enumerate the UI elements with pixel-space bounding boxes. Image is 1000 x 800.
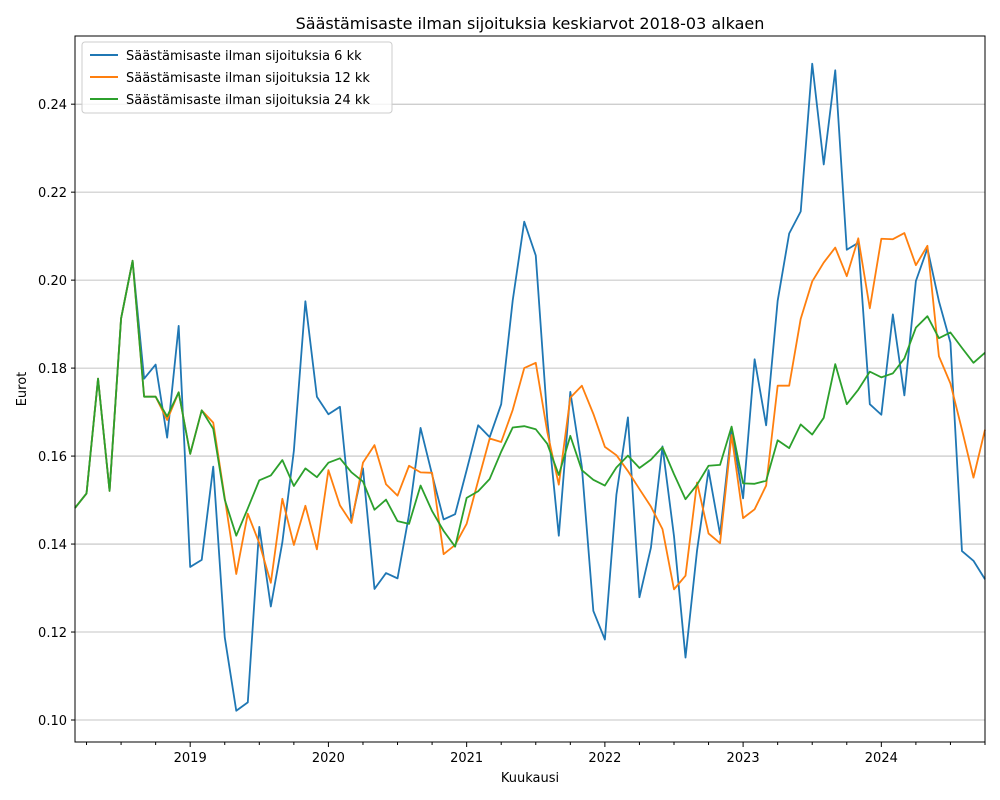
y-tick-label: 0.14 <box>38 538 67 553</box>
y-tick-label: 0.10 <box>38 714 67 729</box>
y-axis-label: Eurot <box>15 372 30 407</box>
y-tick-label: 0.16 <box>38 450 67 465</box>
chart-title: Säästämisaste ilman sijoituksia keskiarv… <box>296 14 765 33</box>
legend-label-12kk: Säästämisaste ilman sijoituksia 12 kk <box>126 71 370 86</box>
grid-lines <box>75 103 985 721</box>
y-tick-label: 0.24 <box>38 98 67 113</box>
legend-label-24kk: Säästämisaste ilman sijoituksia 24 kk <box>126 93 370 108</box>
series-line-2 <box>74 259 986 548</box>
legend-box <box>81 41 393 114</box>
x-axis-label: Kuukausi <box>501 771 559 786</box>
y-tick-label: 0.22 <box>38 186 67 201</box>
x-axis-ticks: 2019 2020 2021 2022 2023 2024 <box>86 742 986 766</box>
x-tick-label: 2020 <box>312 751 345 766</box>
x-tick-label: 2024 <box>865 751 898 766</box>
y-tick-label: 0.12 <box>38 626 67 641</box>
x-tick-label: 2022 <box>588 751 621 766</box>
y-tick-label: 0.20 <box>38 274 67 289</box>
series-lines <box>74 62 986 712</box>
x-tick-label: 2023 <box>727 751 760 766</box>
x-tick-label: 2019 <box>174 751 207 766</box>
legend: Säästämisaste ilman sijoituksia 6 kk Sää… <box>81 41 393 114</box>
y-tick-label: 0.18 <box>38 362 67 377</box>
plot-frame <box>74 35 986 743</box>
y-axis-ticks: 0.10 0.12 0.14 0.16 0.18 0.20 0.22 0.24 <box>38 98 75 729</box>
series-line-0 <box>74 62 986 712</box>
series-line-1 <box>74 232 986 591</box>
legend-label-6kk: Säästämisaste ilman sijoituksia 6 kk <box>126 49 362 64</box>
x-tick-label: 2021 <box>450 751 483 766</box>
